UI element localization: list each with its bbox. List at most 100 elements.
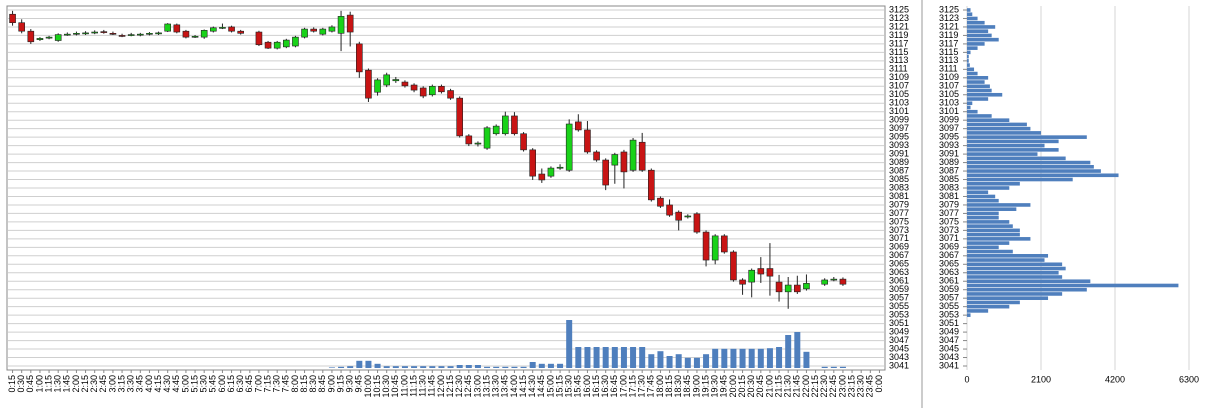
y-tick-label: 3075: [939, 216, 959, 226]
x-tick-label: 20:15: [737, 375, 747, 398]
candle-body: [173, 24, 181, 33]
x-tick-label: 3:15: [116, 375, 126, 393]
y-tick-label: 3057: [889, 293, 909, 303]
x-tick-label: 18:45: [682, 375, 692, 398]
y-tick-label: 3117: [889, 38, 908, 48]
y-tick-label: 3077: [939, 208, 959, 218]
candle-body: [693, 213, 701, 233]
y-tick-label: 3081: [889, 191, 909, 201]
volume-bar: [693, 357, 700, 368]
candle-body: [492, 125, 500, 135]
y-tick-label: 3115: [939, 47, 958, 57]
y-tick-label: 3099: [889, 115, 909, 125]
y-tick-label: 3041: [889, 360, 909, 370]
x-tick-label: 14:15: [518, 375, 528, 398]
x-tick-label: 17:15: [627, 375, 637, 398]
candle-body: [602, 159, 609, 186]
volume-bar: [666, 356, 673, 368]
volume-bar: [502, 366, 509, 368]
y-tick-label: 3055: [939, 301, 959, 311]
profile-bar: [967, 135, 1087, 139]
y-tick-label: 3087: [939, 165, 959, 175]
volume-bar: [365, 360, 372, 368]
x-tick-label: 13:00: [472, 375, 482, 398]
volume-bar: [766, 348, 773, 368]
candle-body: [210, 27, 217, 32]
x-tick-label: 16:45: [609, 375, 619, 398]
candle-body: [219, 27, 226, 29]
x-tick-label: 4:00: [144, 375, 154, 393]
y-tick-label: 3079: [889, 199, 909, 209]
profile-bar: [967, 88, 992, 93]
profile-bar: [967, 177, 1073, 182]
y-tick-label: 3125: [889, 4, 909, 14]
y-tick-label: 3095: [889, 132, 909, 142]
profile-bar: [967, 165, 1094, 169]
volume-bar: [821, 366, 828, 368]
y-tick-label: 3097: [939, 123, 959, 133]
x-tick-label: 8:30: [308, 375, 318, 393]
candle-body: [164, 23, 171, 32]
volume-bar: [648, 354, 655, 368]
x-tick-label: 0:30: [16, 375, 26, 393]
y-tick-label: 3049: [889, 326, 909, 336]
candle-body: [100, 31, 108, 33]
profile-bar: [967, 76, 989, 80]
volume-bar: [374, 363, 381, 368]
y-tick-label: 3111: [939, 64, 958, 74]
profile-bar: [967, 249, 1013, 254]
candle-body: [392, 79, 400, 82]
candle-body: [73, 33, 80, 35]
candle-body: [191, 35, 199, 38]
candle-body: [310, 28, 317, 32]
profile-bar: [967, 12, 973, 17]
y-tick-label: 3101: [939, 106, 959, 116]
x-tick-label: 0:15: [7, 375, 17, 393]
x-tick-label: 5:30: [199, 375, 209, 393]
profile-bar: [967, 283, 1179, 288]
profile-bar: [967, 169, 1101, 173]
y-tick-label: 3095: [939, 132, 959, 142]
volume-bar: [484, 366, 491, 368]
profile-bar: [967, 152, 1038, 156]
x-tick-label: 23:00: [837, 375, 847, 398]
profile-bar: [967, 20, 985, 25]
x-tick-label: 17:00: [618, 375, 628, 398]
y-tick-label: 3051: [889, 318, 909, 328]
x-tick-label: 15:00: [545, 375, 555, 398]
candle-body: [629, 139, 637, 171]
profile-bar: [967, 190, 989, 195]
x-tick-label: 10:00: [363, 375, 373, 398]
y-tick-label: 3097: [889, 123, 909, 133]
y-tick-label: 3067: [939, 250, 959, 260]
x-tick-label: 3:00: [107, 375, 117, 393]
candle-body: [200, 30, 208, 38]
candle-body: [283, 39, 290, 48]
y-tick-label: 3091: [939, 148, 959, 158]
candle-body: [575, 121, 582, 131]
y-tick-label: 3089: [889, 157, 909, 167]
candle-body: [91, 31, 98, 34]
profile-bar: [967, 186, 1010, 190]
x-tick-label: 6:30: [235, 375, 245, 393]
y-tick-label: 3119: [939, 30, 958, 40]
profile-bar: [967, 279, 1091, 284]
x-tick-label: 9:00: [326, 375, 336, 393]
volume-bar: [721, 348, 728, 368]
profile-bar: [967, 313, 971, 317]
x-tick-label: 15:45: [573, 375, 583, 398]
y-tick-label: 3047: [889, 335, 909, 345]
profile-bar: [967, 71, 978, 76]
profile-bar: [967, 97, 989, 101]
x-tick-label: 5:15: [189, 375, 199, 393]
x-tick-label: 21:45: [792, 375, 802, 398]
profile-bar: [967, 258, 1045, 262]
volume-bar: [776, 347, 783, 368]
candle-body: [438, 85, 445, 93]
y-tick-label: 3067: [889, 250, 909, 260]
volume-bar: [620, 347, 627, 368]
volume-bar: [675, 354, 682, 368]
x-tick-label: 4200: [1105, 374, 1125, 384]
candle-body: [255, 31, 263, 46]
candle-body: [374, 79, 381, 93]
